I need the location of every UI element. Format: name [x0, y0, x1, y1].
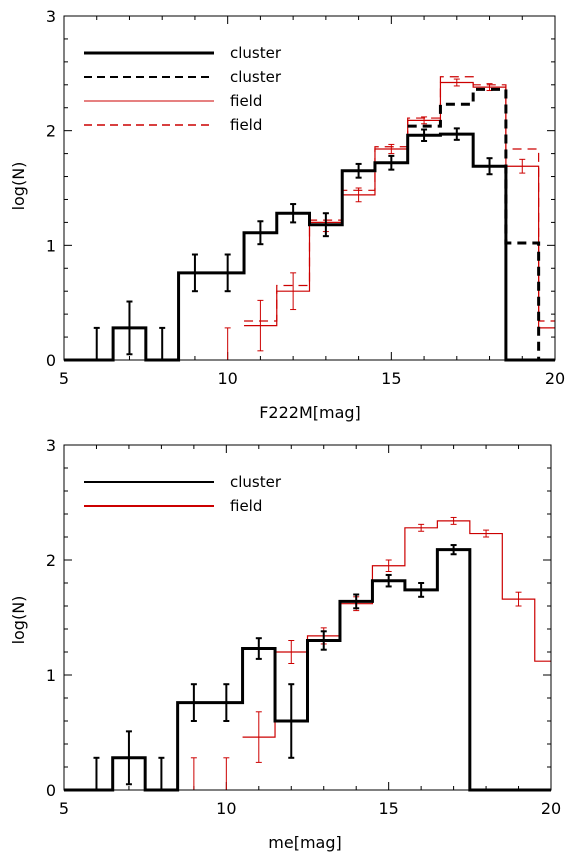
bottom-field-error-bar [385, 559, 392, 572]
bottom-cluster-error-bar [93, 756, 100, 790]
bottom-field-error-bar [515, 591, 522, 607]
bottom-cluster-error-bar [385, 573, 392, 588]
bottom-x-axis-label: me[mag] [268, 833, 341, 852]
panel-bottom: log(N) me[mag] 5 10 15 20 0 1 2 3 cluster field [9, 436, 561, 852]
bottom-field-error-bar [288, 640, 295, 664]
bottom-y-tick-label: 2 [46, 551, 56, 570]
top-cluster-error-bar [421, 128, 428, 142]
top-cluster-error-bar [388, 154, 395, 171]
top-y-tick-label: 0 [46, 351, 56, 370]
top-cluster-error-bar [486, 157, 493, 176]
top-series-field-solid-step-line [244, 81, 555, 329]
top-legend-label-cluster-solid: cluster [230, 44, 282, 62]
bottom-legend-label-field: field [230, 497, 262, 515]
top-legend-label-field-dashed: field [230, 116, 262, 134]
top-y-axis-label: log(N) [9, 162, 28, 211]
top-legend-label-cluster-dashed: cluster [230, 68, 282, 86]
top-field-error-bar [257, 299, 264, 352]
bottom-x-tick-label: 10 [216, 799, 236, 818]
bottom-plot-frame [63, 444, 552, 791]
bottom-field-error-bar [483, 529, 490, 538]
bottom-y-tick-label: 1 [46, 666, 56, 685]
bottom-cluster-error-bar [450, 544, 457, 556]
top-cluster-error-bar [224, 253, 231, 293]
bottom-cluster-error-bar [125, 730, 132, 786]
bottom-cluster-error-bar [158, 756, 165, 790]
top-series-cluster-dashed-step-line [407, 87, 555, 362]
top-cluster-error-bar [290, 203, 297, 224]
top-field-error-bar [290, 272, 297, 311]
top-cluster-error-bar [191, 253, 198, 293]
bottom-cluster-error-bar [353, 593, 360, 610]
top-x-tick-label: 5 [59, 369, 69, 388]
top-field-error-bar [453, 78, 460, 87]
top-field-error-bar [519, 158, 526, 174]
bottom-series-cluster-solid-step-line [64, 548, 551, 792]
bottom-cluster-error-bar [288, 683, 295, 759]
top-cluster-error-bar [93, 326, 100, 360]
top-field-error-bar [224, 327, 231, 360]
bottom-y-tick-label: 0 [46, 781, 56, 800]
top-series-field-dashed-step-line [244, 76, 555, 322]
top-cluster-error-bar [355, 162, 362, 179]
top-plot-frame [63, 15, 556, 361]
top-field-error-bar [388, 143, 395, 155]
top-series-cluster-solid-step-line [64, 132, 555, 362]
top-cluster-error-bar [159, 326, 166, 360]
top-y-tick-label: 3 [46, 7, 56, 26]
top-x-axis-label: F222M[mag] [259, 403, 361, 422]
bottom-legend-label-cluster: cluster [230, 473, 282, 491]
bottom-field-error-bar [255, 711, 262, 763]
bottom-cluster-error-bar [320, 630, 327, 651]
top-y-tick-label: 2 [46, 122, 56, 141]
bottom-cluster-error-bar [223, 683, 230, 722]
bottom-y-axis-label: log(N) [9, 596, 28, 645]
bottom-x-tick-label: 15 [378, 799, 398, 818]
top-x-tick-label: 20 [545, 369, 565, 388]
bottom-y-tick-label: 3 [46, 436, 56, 455]
top-cluster-error-bar [126, 300, 133, 356]
bottom-field-error-bar [450, 516, 457, 525]
bottom-cluster-error-bar [418, 582, 425, 598]
bottom-x-tick-label: 5 [59, 799, 69, 818]
bottom-legend: cluster field [84, 473, 282, 515]
top-cluster-error-bar [453, 127, 460, 141]
bottom-cluster-error-bar [190, 683, 197, 722]
top-cluster-error-bar [322, 212, 329, 238]
top-x-tick-label: 10 [217, 369, 237, 388]
panel-top: log(N) F222M[mag] 5 10 15 20 0 1 2 3 cluster cl… [9, 7, 565, 422]
bottom-field-error-bar [223, 757, 230, 790]
top-cluster-error-bar [257, 220, 264, 246]
top-y-tick-label: 1 [46, 236, 56, 255]
top-x-tick-label: 15 [381, 369, 401, 388]
bottom-x-tick-label: 20 [541, 799, 561, 818]
bottom-field-error-bar [418, 523, 425, 532]
top-legend: cluster cluster field field [84, 44, 282, 134]
bottom-series-field-solid-step-line [242, 520, 551, 738]
bottom-field-error-bar [190, 757, 197, 790]
top-legend-label-field-solid: field [230, 92, 262, 110]
bottom-cluster-error-bar [255, 637, 262, 660]
